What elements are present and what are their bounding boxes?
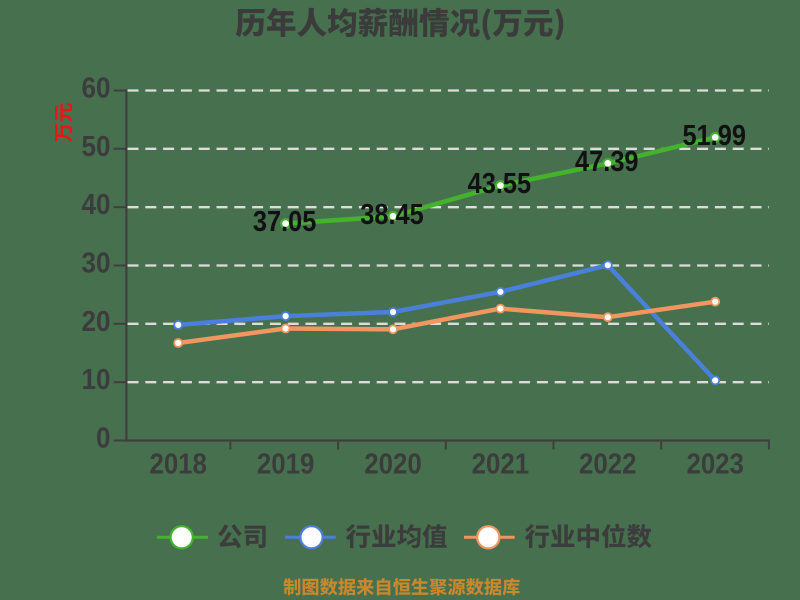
svg-text:10: 10 — [82, 364, 111, 396]
svg-text:20: 20 — [82, 306, 111, 338]
svg-text:2020: 2020 — [364, 449, 422, 481]
svg-text:60: 60 — [82, 73, 111, 105]
svg-text:2023: 2023 — [686, 449, 744, 481]
svg-text:2022: 2022 — [579, 449, 637, 481]
svg-text:2021: 2021 — [472, 449, 530, 481]
svg-text:0: 0 — [96, 423, 111, 455]
svg-text:50: 50 — [82, 131, 111, 163]
svg-text:30: 30 — [82, 248, 111, 280]
svg-text:2018: 2018 — [149, 449, 207, 481]
svg-text:2019: 2019 — [257, 449, 315, 481]
svg-text:40: 40 — [82, 189, 111, 221]
